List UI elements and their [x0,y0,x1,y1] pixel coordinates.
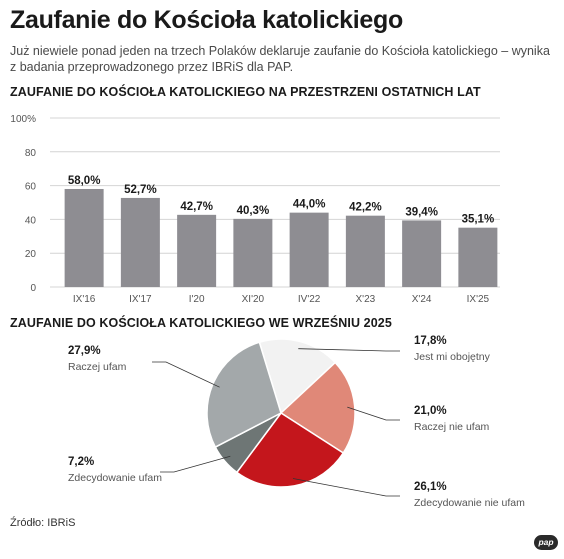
pie-category-label: Jest mi obojętny [414,351,491,363]
pie-leader-line [152,361,220,388]
source-note: Źródło: IBRiS [10,517,76,529]
pie-leader-line [347,406,400,421]
x-tick-label: IX'25 [467,294,490,305]
x-tick-label: X'23 [356,294,376,305]
y-tick-label: 60 [25,182,37,193]
pie-value-label: 27,9% [68,345,101,357]
page-title: Zaufanie do Kościoła katolickiego [10,6,403,34]
bar [345,215,385,287]
bar [289,212,329,287]
pie-leader-line [292,478,400,497]
pie-chart-title: ZAUFANIE DO KOŚCIOŁA KATOLICKIEGO WE WRZ… [10,316,392,330]
y-tick-label: 80 [25,148,37,159]
bar-value-label: 35,1% [462,214,495,226]
bar-value-label: 44,0% [293,199,326,211]
pie-slice [258,338,337,415]
pie-value-label: 7,2% [68,456,94,468]
pie-category-label: Zdecydowanie nie ufam [414,497,525,509]
bar-chart: 0 20 40 60 80 100% 58,0% IX'16 52,7% IX'17 42,7% I'… [10,114,500,305]
pie-chart: 17,8% Jest mi obojętny 21,0% Raczej nie ufa… [68,335,525,509]
pie-slice [235,411,345,488]
pie-value-label: 26,1% [414,481,447,493]
bar-value-label: 42,2% [349,202,382,214]
y-tick-label: 20 [25,249,37,260]
y-tick-label: 40 [25,215,37,226]
pie-leader-line [298,348,400,352]
bar-value-label: 52,7% [124,184,157,196]
x-tick-label: I'20 [189,294,205,305]
bar-value-label: 58,0% [68,175,101,187]
x-tick-label: X'24 [412,294,432,305]
x-tick-label: XI'20 [242,294,265,305]
bar-value-label: 39,4% [405,206,438,218]
bar [177,214,217,287]
bar [64,188,104,287]
bar-chart-title: ZAUFANIE DO KOŚCIOŁA KATOLICKIEGO NA PRZ… [10,85,481,99]
pap-logo: pap [534,535,558,550]
pie-category-label: Raczej ufam [68,361,127,373]
page-subtitle: Już niewiele ponad jeden na trzech Polak… [10,44,550,74]
bar-value-label: 40,3% [237,205,270,217]
pie-category-label: Raczej nie ufam [414,421,490,433]
bar [120,197,160,287]
pie-slice [279,361,356,454]
bar-value-label: 42,7% [180,201,213,213]
x-tick-label: IV'22 [298,294,321,305]
bar [233,218,273,287]
pie-category-label: Zdecydowanie ufam [68,472,162,484]
y-tick-label: 0 [30,283,36,294]
bar [458,227,498,287]
y-tick-label: 100% [10,114,36,125]
x-tick-label: IX'17 [129,294,152,305]
pie-leader-line [160,455,231,473]
pie-value-label: 17,8% [414,335,447,347]
bar [402,220,442,287]
pie-value-label: 21,0% [414,405,447,417]
x-tick-label: IX'16 [73,294,96,305]
